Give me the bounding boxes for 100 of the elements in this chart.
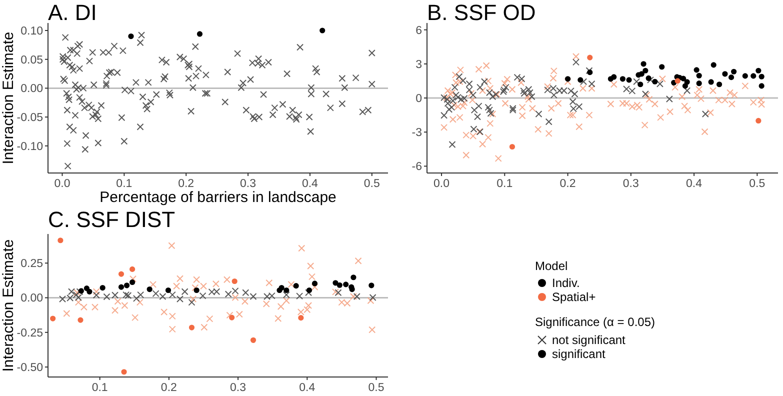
point (564, 76, 571, 82)
point (742, 73, 748, 79)
point (160, 308, 168, 316)
legend-label: Indiv. (552, 276, 580, 290)
point (312, 280, 318, 286)
point (626, 77, 632, 83)
x-tick-label: 0.2 (178, 178, 194, 190)
point (188, 324, 195, 330)
y-tick-label: 0.05 (20, 54, 43, 66)
y-axis-title: Interaction Estimate (0, 239, 17, 372)
point (277, 302, 284, 310)
x-tick-label: 0.1 (92, 382, 108, 394)
point (130, 279, 136, 286)
point (130, 275, 136, 282)
point (80, 304, 88, 311)
y-tick-label: 6 (416, 24, 422, 37)
chart-title: A. DI (48, 0, 97, 25)
point (684, 79, 690, 85)
point (367, 297, 374, 304)
point (242, 289, 250, 296)
point (173, 282, 180, 290)
y-tick-label: -0.25 (16, 327, 43, 340)
x-tick-label: 0.2 (160, 382, 177, 394)
point (86, 288, 92, 294)
x-tick-label: 0.2 (560, 178, 576, 190)
point (165, 287, 172, 294)
point (288, 280, 295, 288)
text: Significance (α = 0.05) (535, 315, 656, 329)
point (638, 82, 644, 88)
point (710, 62, 716, 68)
point (638, 71, 644, 77)
point (181, 288, 188, 296)
chart-title: C. SSF DIST (48, 207, 176, 232)
point (241, 298, 248, 305)
x-tick-label: 0.1 (496, 178, 513, 190)
point (694, 67, 700, 73)
point (578, 77, 584, 83)
point (646, 75, 652, 82)
point (611, 74, 617, 80)
point (332, 288, 339, 296)
point (226, 312, 234, 319)
point (750, 73, 756, 79)
point (266, 279, 273, 286)
x-tick-label: 0.3 (230, 382, 246, 394)
x-tick-label: 0.1 (116, 178, 132, 190)
point (282, 297, 290, 304)
point (587, 70, 593, 76)
point (350, 292, 357, 300)
x-tick-label: 0.3 (622, 178, 639, 190)
point (114, 298, 122, 305)
point (250, 337, 256, 343)
point (130, 266, 136, 272)
point (168, 312, 176, 320)
point (293, 283, 299, 289)
point (200, 324, 208, 331)
point (509, 144, 516, 150)
point (652, 78, 658, 84)
x-tick-label: 0.5 (749, 178, 766, 190)
point (199, 292, 206, 300)
y-tick-label: -3 (412, 127, 422, 140)
point (236, 310, 243, 318)
text: not significant (552, 333, 626, 347)
point (298, 315, 304, 321)
point (206, 315, 214, 322)
point (168, 291, 176, 298)
point (232, 287, 239, 294)
point (308, 273, 316, 280)
point (91, 304, 98, 311)
point (168, 326, 176, 333)
point (716, 82, 722, 88)
x-tick-label: 0.0 (54, 178, 70, 190)
point (696, 80, 702, 86)
point (284, 287, 290, 294)
point (368, 282, 374, 288)
point (696, 72, 702, 78)
point (274, 315, 282, 322)
point (311, 284, 318, 291)
point (640, 61, 646, 67)
y-tick-label: -6 (412, 161, 422, 174)
point (728, 74, 734, 80)
y-tick-label: 3 (416, 58, 422, 71)
point (118, 271, 124, 277)
point (124, 282, 130, 288)
point (232, 278, 238, 284)
point (282, 291, 290, 298)
y-tick-label: -0.05 (16, 112, 43, 124)
point (78, 317, 84, 323)
y-tick-label: -0.50 (16, 362, 43, 374)
x-tick-label: 0.5 (364, 178, 380, 190)
point (188, 298, 196, 306)
point (731, 68, 737, 74)
point (121, 369, 127, 375)
x-tick-label: 0.3 (240, 178, 256, 190)
y-axis-title: Interaction Estimate (0, 32, 17, 164)
x-tick-label: 0.4 (686, 178, 703, 190)
y-tick-label: 0.00 (20, 292, 43, 305)
point (369, 294, 376, 301)
point (152, 290, 160, 298)
text: significant (552, 347, 606, 361)
point (758, 83, 764, 89)
